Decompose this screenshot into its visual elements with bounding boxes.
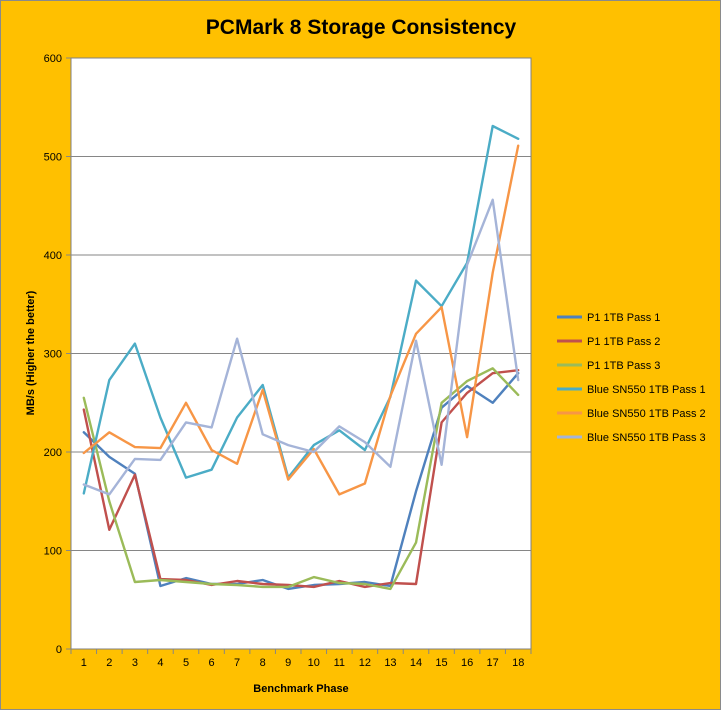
x-tick-label: 12 [359, 657, 371, 669]
x-tick-label: 4 [157, 657, 163, 669]
series-line-2 [82, 369, 520, 589]
x-tick-label: 7 [234, 657, 240, 669]
x-tick-label: 8 [260, 657, 266, 669]
y-tick-label: 600 [44, 53, 62, 65]
y-axis-label: MB/s (Higher the better) [25, 290, 37, 415]
legend-label: P1 1TB Pass 1 [587, 312, 660, 324]
x-tick-label: 17 [487, 657, 499, 669]
x-tick-label: 14 [410, 657, 422, 669]
y-tick-label: 0 [56, 644, 62, 656]
legend-label: P1 1TB Pass 3 [587, 360, 660, 372]
x-tick-label: 15 [435, 657, 447, 669]
y-tick-label: 300 [44, 349, 62, 361]
x-tick-label: 2 [106, 657, 112, 669]
x-tick-label: 3 [132, 657, 138, 669]
series-line-4 [82, 124, 520, 495]
x-tick-label: 5 [183, 657, 189, 669]
series-lines [82, 124, 520, 591]
series-line-5 [82, 144, 520, 496]
x-tick-label: 10 [308, 657, 320, 669]
x-tick-label: 13 [384, 657, 396, 669]
legend: P1 1TB Pass 1 P1 1TB Pass 2 P1 1TB Pass 3 B… [557, 312, 706, 444]
x-tick-label: 1 [81, 657, 87, 669]
y-axis-ticks: 0 100 200 300 400 500 600 [44, 53, 71, 656]
x-tick-label: 11 [334, 657, 345, 669]
x-tick-label: 16 [461, 657, 473, 669]
series-line-6 [82, 198, 520, 496]
gridlines [71, 156, 531, 551]
y-tick-label: 400 [44, 250, 62, 262]
series-line-3 [82, 367, 520, 591]
x-axis-ticks: 1 2 3 4 5 6 7 8 9 10 11 12 13 14 15 16 17 18 [70, 649, 532, 669]
legend-label: P1 1TB Pass 2 [587, 336, 660, 348]
x-tick-label: 6 [208, 657, 214, 669]
y-tick-label: 200 [44, 447, 62, 459]
x-tick-label: 9 [285, 657, 291, 669]
legend-label: Blue SN550 1TB Pass 3 [587, 432, 706, 444]
legend-label: Blue SN550 1TB Pass 2 [587, 408, 706, 420]
y-tick-label: 500 [44, 152, 62, 164]
x-axis-label: Benchmark Phase [253, 683, 348, 695]
chart-title: PCMark 8 Storage Consistency [206, 16, 517, 39]
y-tick-label: 100 [44, 546, 62, 558]
legend-label: Blue SN550 1TB Pass 1 [587, 384, 706, 396]
x-tick-label: 18 [512, 657, 524, 669]
